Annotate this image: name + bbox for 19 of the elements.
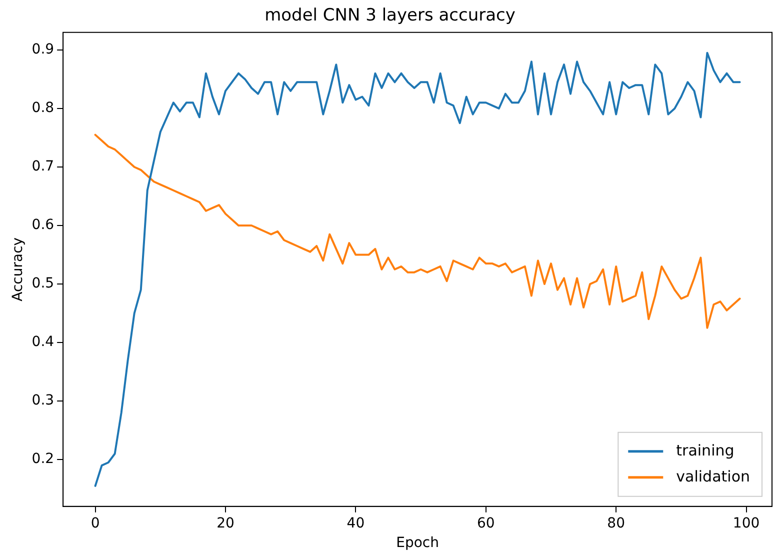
y-tick-label: 0.8 — [32, 100, 54, 116]
y-tick-label: 0.4 — [32, 334, 54, 350]
y-tick-label: 0.9 — [32, 42, 54, 58]
x-tick-label: 20 — [216, 515, 234, 532]
y-tick-label: 0.5 — [32, 276, 54, 292]
x-tick-label: 0 — [90, 515, 100, 532]
legend-label: validation — [676, 467, 750, 486]
y-axis-title: Accuracy — [10, 237, 26, 302]
chart-title: model CNN 3 layers accuracy — [264, 6, 516, 26]
y-tick-label: 0.6 — [32, 217, 54, 234]
y-tick-label: 0.3 — [32, 392, 54, 409]
x-tick-label: 80 — [607, 515, 625, 532]
legend-label: training — [676, 441, 734, 460]
y-tick-label: 0.7 — [32, 158, 54, 175]
x-tick-label: 40 — [346, 515, 365, 532]
x-tick-label: 60 — [476, 515, 495, 532]
x-axis-title: Epoch — [396, 535, 439, 552]
y-tick-label: 0.2 — [32, 451, 54, 468]
x-tick-label: 100 — [732, 515, 760, 532]
